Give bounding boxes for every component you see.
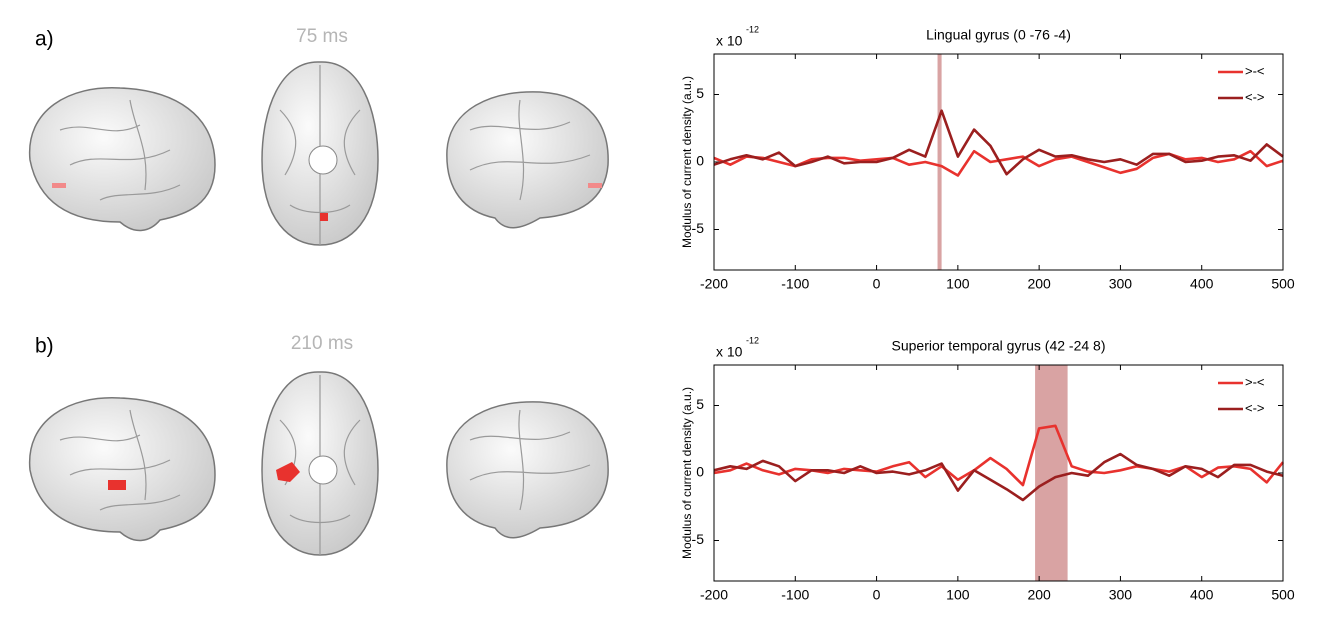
x-tick-label: 500: [1271, 276, 1295, 292]
series-line: [713, 149, 1284, 177]
axes-frame: [713, 364, 1284, 582]
x-tick-label: 400: [1190, 587, 1214, 603]
x-tick-label: -100: [781, 276, 809, 292]
brain-right: [446, 91, 609, 229]
y-tick-label: -5: [692, 531, 705, 547]
y-tick-label: 0: [696, 464, 704, 480]
x-tick-label: 100: [946, 587, 970, 603]
activation: [320, 213, 328, 221]
series-line: [713, 452, 1284, 502]
x-tick-label: 400: [1190, 276, 1214, 292]
y-tick-label: -5: [692, 220, 705, 236]
series-line: [713, 109, 1284, 176]
x-tick-label: -200: [700, 276, 728, 292]
y-multiplier: x 10: [716, 344, 743, 360]
x-tick-label: 500: [1271, 587, 1295, 603]
y-tick-label: 5: [696, 85, 704, 101]
brains-a: [28, 61, 609, 246]
x-tick-label: -100: [781, 587, 809, 603]
x-tick-label: 200: [1027, 587, 1051, 603]
activation: [108, 480, 126, 490]
x-tick-label: 100: [946, 276, 970, 292]
y-multiplier: x 10: [716, 33, 743, 49]
y-multiplier-exp: -12: [746, 335, 759, 345]
x-tick-label: 0: [873, 587, 881, 603]
legend-label: >-<: [1245, 374, 1265, 389]
activation: [276, 462, 300, 482]
x-tick-label: 300: [1109, 276, 1133, 292]
brain-fold: [59, 99, 181, 201]
y-tick-label: 0: [696, 153, 704, 169]
brain-time: 75 ms: [296, 26, 348, 47]
brain-fold: [469, 409, 591, 511]
x-tick-label: 200: [1027, 276, 1051, 292]
axes-frame: [713, 53, 1284, 271]
highlight-band: [1035, 365, 1068, 581]
panel-label: a): [35, 28, 54, 51]
brain-right: [446, 401, 609, 539]
legend-label: <->: [1245, 400, 1265, 415]
activation: [52, 183, 66, 188]
brainstem: [308, 145, 338, 175]
activation: [588, 183, 602, 188]
brain-time: 210 ms: [291, 333, 353, 354]
series-line: [713, 424, 1285, 487]
brains-b: [28, 371, 609, 556]
brain-fold: [59, 409, 181, 511]
y-axis-label: Modulus of current density (a.u.): [680, 387, 694, 559]
chart-title: Lingual gyrus (0 -76 -4): [926, 27, 1071, 43]
y-multiplier-exp: -12: [746, 24, 759, 34]
y-tick-label: 5: [696, 396, 704, 412]
x-tick-label: 300: [1109, 587, 1133, 603]
brainstem: [308, 455, 338, 485]
highlight-band: [937, 54, 942, 270]
x-tick-label: 0: [873, 276, 881, 292]
brain-fold: [469, 99, 591, 201]
chart-title: Superior temporal gyrus (42 -24 8): [892, 338, 1106, 354]
y-axis-label: Modulus of current density (a.u.): [680, 76, 694, 248]
panel-label: b): [35, 335, 54, 358]
x-tick-label: -200: [700, 587, 728, 603]
legend-label: >-<: [1245, 63, 1265, 78]
legend-label: <->: [1245, 89, 1265, 104]
